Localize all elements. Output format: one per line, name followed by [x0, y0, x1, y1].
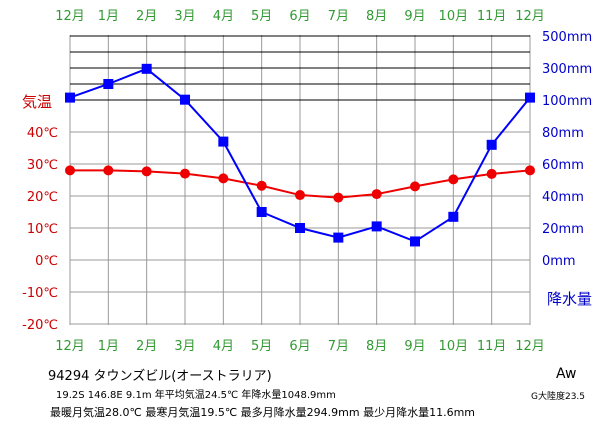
temperature-point [525, 165, 535, 176]
month-tick-top: 12月 [515, 9, 545, 24]
precipitation-point [103, 79, 114, 89]
precipitation-point [525, 92, 535, 103]
precipitation-tick: 500mm [542, 30, 592, 45]
precipitation-point [448, 211, 459, 222]
temperature-point [256, 180, 267, 191]
month-tick-top: 1月 [98, 9, 119, 24]
month-tick-top: 10月 [439, 9, 469, 24]
temperature-axis-title: 気温 [22, 93, 52, 111]
temperature-point [486, 168, 497, 179]
temperature-series [65, 165, 535, 203]
precipitation-point [65, 92, 75, 103]
station-stats-line: 19.2S 146.8E 9.1m 年平均気温24.5℃ 年降水量1048.9m… [56, 390, 336, 401]
month-tick-top: 7月 [328, 9, 349, 24]
month-tick-bottom: 12月 [515, 339, 545, 354]
month-tick-bottom: 1月 [98, 339, 119, 354]
month-tick-bottom: 7月 [328, 339, 349, 354]
climate-class: Aw [556, 366, 577, 382]
temperature-tick: 10℃ [27, 222, 58, 237]
month-tick-bottom: 11月 [477, 339, 507, 354]
station-name: 94294 タウンズビル(オーストラリア) [48, 369, 272, 384]
precipitation-point [141, 63, 152, 74]
month-tick-bottom: 9月 [404, 339, 425, 354]
grid-lines [69, 35, 531, 325]
precipitation-tick: 100mm [542, 94, 592, 109]
precipitation-tick: 20mm [542, 222, 584, 237]
precipitation-tick: 80mm [542, 126, 584, 141]
temperature-tick: 0℃ [35, 254, 58, 269]
temperature-point [410, 181, 420, 192]
precipitation-series [65, 63, 535, 247]
temperature-point [141, 166, 152, 177]
month-tick-bottom: 2月 [136, 339, 157, 354]
month-tick-top: 9月 [404, 9, 425, 24]
precipitation-tick: 60mm [542, 158, 584, 173]
month-tick-top: 8月 [366, 9, 387, 24]
precipitation-tick: 0mm [542, 254, 576, 269]
temperature-point [103, 165, 114, 176]
month-tick-top: 2月 [136, 9, 157, 24]
month-tick-top: 5月 [251, 9, 272, 24]
temperature-tick: -20℃ [22, 318, 58, 333]
month-tick-bottom: 4月 [213, 339, 234, 354]
temperature-point [448, 174, 459, 185]
precipitation-tick: 300mm [542, 62, 592, 77]
temperature-tick: 40℃ [27, 126, 58, 141]
precipitation-axis-title: 降水量 [547, 290, 592, 308]
month-tick-bottom: 3月 [174, 339, 195, 354]
temperature-point [218, 173, 229, 184]
month-tick-bottom: 10月 [439, 339, 469, 354]
month-tick-top: 3月 [174, 9, 195, 24]
temperature-tick: 30℃ [27, 158, 58, 173]
precipitation-point [218, 136, 229, 147]
precipitation-point [371, 221, 382, 232]
month-tick-top: 11月 [477, 9, 507, 24]
precipitation-point [295, 223, 305, 233]
station-extremes-line: 最暖月気温28.0℃ 最寒月気温19.5℃ 最多月降水量294.9mm 最少月降… [50, 406, 476, 419]
temperature-tick: 20℃ [27, 190, 58, 205]
temperature-point [65, 165, 75, 176]
temperature-point [295, 190, 305, 201]
month-tick-top: 6月 [289, 9, 310, 24]
month-tick-bottom: 5月 [251, 339, 272, 354]
precipitation-point [256, 207, 267, 217]
precipitation-point [486, 139, 497, 150]
month-tick-bottom: 6月 [289, 339, 310, 354]
month-tick-top: 12月 [55, 9, 85, 24]
axis-ticks: 12月 1月 2月 3月 4月 5月 6月 7月 8月 9月 10月 11月 12月 12月 1月 2月 3月 4… [22, 9, 592, 354]
continentality-index: G大陸度23.5 [531, 392, 586, 402]
temperature-tick: -10℃ [22, 286, 58, 301]
month-tick-top: 4月 [213, 9, 234, 24]
month-tick-bottom: 8月 [366, 339, 387, 354]
precipitation-point [180, 94, 190, 105]
temperature-point [180, 168, 190, 179]
temperature-point [371, 189, 382, 200]
temperature-point [333, 192, 344, 203]
precipitation-point [410, 236, 420, 247]
precipitation-point [333, 232, 344, 243]
precipitation-tick: 40mm [542, 190, 584, 205]
month-tick-bottom: 12月 [55, 339, 85, 354]
